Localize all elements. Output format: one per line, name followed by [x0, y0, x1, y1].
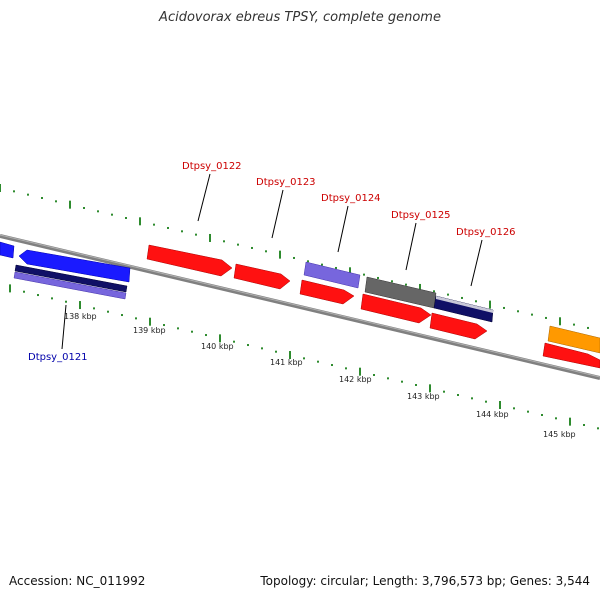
tick-label-138: 138 kbp [64, 312, 97, 321]
tick-label-142: 142 kbp [339, 375, 372, 384]
gene-label-0126[interactable]: Dtpsy_0126 [456, 227, 516, 238]
genome-summary-text: Topology: circular; Length: 3,796,573 bp… [260, 574, 590, 588]
tick-label-140: 140 kbp [201, 342, 234, 351]
gene-red-d[interactable] [542, 342, 600, 369]
tick-label-145: 145 kbp [543, 430, 576, 439]
gene-label-0123[interactable]: Dtpsy_0123 [256, 177, 316, 188]
gene-red-b[interactable] [360, 293, 432, 324]
gene-blue-big[interactable] [18, 249, 131, 283]
gene-track [0, 241, 600, 369]
tick-label-143: 143 kbp [407, 392, 440, 401]
gene-label-0124[interactable]: Dtpsy_0124 [321, 193, 381, 204]
map-title: Acidovorax ebreus TPSY, complete genome [159, 10, 441, 25]
tick-label-141: 141 kbp [270, 358, 303, 367]
gene-red-c[interactable] [429, 312, 488, 340]
gene-purple-0121[interactable] [13, 271, 127, 300]
inner-dot-track [9, 284, 599, 430]
accession-text: Accession: NC_011992 [9, 574, 146, 588]
gene-orange[interactable] [547, 325, 600, 354]
gene-left-blue[interactable] [0, 241, 15, 259]
label-leaders [61, 173, 483, 350]
gene-navy-0126-light [436, 296, 493, 313]
gene-navy-0121[interactable] [14, 264, 128, 293]
gene-label-0125[interactable]: Dtpsy_0125 [391, 210, 451, 221]
scale-labels: 138 kbp 139 kbp 140 kbp 141 kbp 142 kbp … [64, 312, 576, 439]
gene-red-a[interactable] [299, 279, 355, 305]
tick-label-144: 144 kbp [476, 410, 509, 419]
gene-purple-0124[interactable] [303, 261, 361, 289]
genome-backbone [0, 234, 600, 380]
gene-red-0122[interactable] [146, 244, 233, 277]
gene-label-0122[interactable]: Dtpsy_0122 [182, 161, 242, 172]
gene-labels: Dtpsy_0121 Dtpsy_0122 Dtpsy_0123 Dtpsy_0… [28, 161, 516, 363]
outer-dot-track [0, 184, 589, 329]
gene-label-0121[interactable]: Dtpsy_0121 [28, 352, 88, 363]
gene-red-0123[interactable] [233, 263, 291, 290]
tick-label-139: 139 kbp [133, 326, 166, 335]
genome-backbone-highlight [0, 234, 600, 378]
